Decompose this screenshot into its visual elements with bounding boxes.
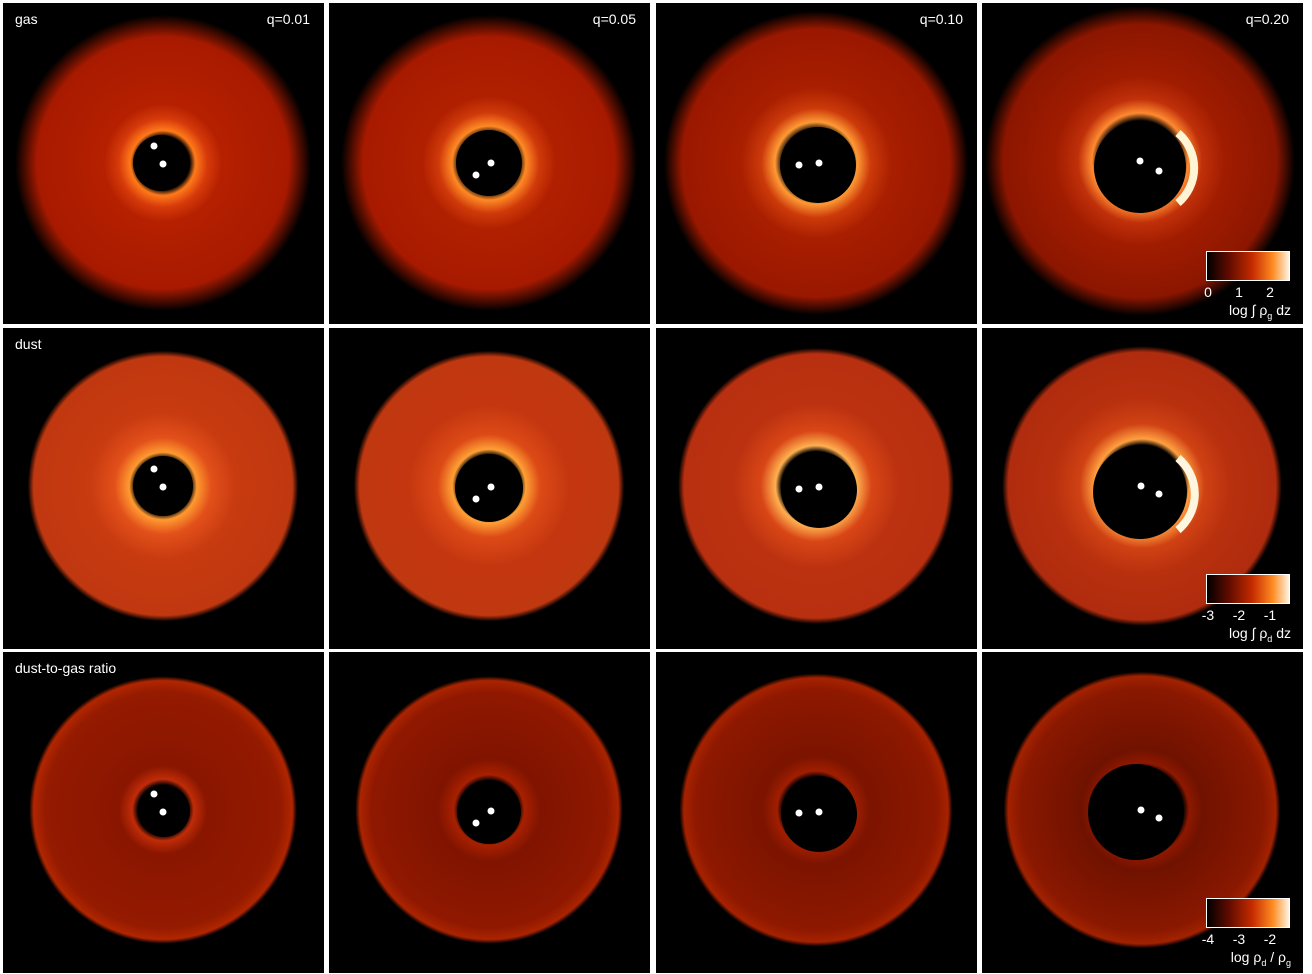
tick: 0 bbox=[1204, 284, 1212, 300]
star-2 bbox=[815, 159, 823, 167]
row-label-dust-to-gas: dust-to-gas ratio bbox=[15, 660, 117, 676]
colorbar-ticks-gas: 0 1 2 bbox=[1204, 284, 1290, 300]
star-1 bbox=[150, 790, 158, 798]
panel-gas-q005: q=0.05 bbox=[329, 3, 650, 324]
star-2 bbox=[815, 483, 823, 491]
star-1 bbox=[795, 161, 803, 169]
star-1 bbox=[487, 807, 495, 815]
star-1 bbox=[795, 485, 803, 493]
dust-disk-image bbox=[342, 339, 636, 633]
star-2 bbox=[1155, 167, 1163, 175]
star-1 bbox=[487, 159, 495, 167]
panel-ratio-q005 bbox=[329, 652, 650, 973]
star-1 bbox=[150, 142, 158, 150]
tick: -2 bbox=[1232, 607, 1246, 623]
dust-disk-image bbox=[16, 339, 310, 633]
star-2 bbox=[472, 819, 480, 827]
q-label: q=0.20 bbox=[1245, 11, 1289, 27]
colorbar-gas bbox=[1206, 251, 1290, 281]
q-label: q=0.01 bbox=[266, 11, 310, 27]
colorbar-label-dust: log ∫ ρd dz bbox=[1229, 625, 1291, 644]
tick: -4 bbox=[1201, 931, 1215, 947]
star-2 bbox=[159, 160, 167, 168]
gas-disk-image bbox=[341, 15, 637, 311]
panel-dust-q020: -3 -2 -1 log ∫ ρd dz bbox=[982, 328, 1303, 649]
panel-dust-q005 bbox=[329, 328, 650, 649]
panel-dust-q001: dust bbox=[3, 328, 324, 649]
ratio-disk-image bbox=[342, 663, 636, 957]
row-label-dust: dust bbox=[15, 336, 42, 352]
star-2 bbox=[159, 483, 167, 491]
gas-disk-image bbox=[664, 11, 968, 315]
row-label-gas: gas bbox=[15, 11, 38, 27]
colorbar-dust bbox=[1206, 574, 1290, 604]
panel-ratio-q010 bbox=[656, 652, 977, 973]
colorbar-ratio bbox=[1206, 898, 1290, 928]
star-2 bbox=[815, 808, 823, 816]
panel-ratio-q020: -4 -3 -2 log ρd / ρg bbox=[982, 652, 1303, 973]
star-2 bbox=[1155, 490, 1163, 498]
q-label: q=0.10 bbox=[919, 11, 963, 27]
tick: -2 bbox=[1263, 931, 1277, 947]
star-1 bbox=[1136, 157, 1144, 165]
tick: -1 bbox=[1263, 607, 1277, 623]
star-1 bbox=[1137, 482, 1145, 490]
star-1 bbox=[487, 483, 495, 491]
gas-disk-image bbox=[985, 6, 1295, 316]
tick: 2 bbox=[1266, 284, 1274, 300]
star-2 bbox=[472, 171, 480, 179]
gas-disk-image bbox=[15, 15, 311, 311]
ratio-disk-image bbox=[990, 658, 1294, 962]
star-2 bbox=[1155, 814, 1163, 822]
colorbar-label-ratio: log ρd / ρg bbox=[1230, 949, 1291, 968]
ratio-disk-image bbox=[16, 663, 310, 957]
colorbar-label-gas: log ∫ ρg dz bbox=[1229, 302, 1291, 321]
panel-ratio-q001: dust-to-gas ratio bbox=[3, 652, 324, 973]
q-label: q=0.05 bbox=[592, 11, 636, 27]
star-1 bbox=[795, 809, 803, 817]
panel-gas-q020: q=0.20 0 1 2 log ∫ ρg dz bbox=[982, 3, 1303, 324]
panel-gas-q010: q=0.10 bbox=[656, 3, 977, 324]
star-2 bbox=[472, 495, 480, 503]
star-2 bbox=[159, 808, 167, 816]
tick: 1 bbox=[1235, 284, 1243, 300]
tick: -3 bbox=[1232, 931, 1246, 947]
star-1 bbox=[1137, 806, 1145, 814]
tick: -3 bbox=[1201, 607, 1215, 623]
colorbar-ticks-ratio: -4 -3 -2 bbox=[1202, 931, 1290, 947]
ratio-disk-image bbox=[666, 660, 966, 960]
colorbar-ticks-dust: -3 -2 -1 bbox=[1202, 607, 1290, 623]
panel-dust-q010 bbox=[656, 328, 977, 649]
panel-gas-q001: gas q=0.01 bbox=[3, 3, 324, 324]
dust-disk-image bbox=[666, 336, 966, 636]
dust-disk-image bbox=[990, 334, 1294, 638]
star-1 bbox=[150, 465, 158, 473]
